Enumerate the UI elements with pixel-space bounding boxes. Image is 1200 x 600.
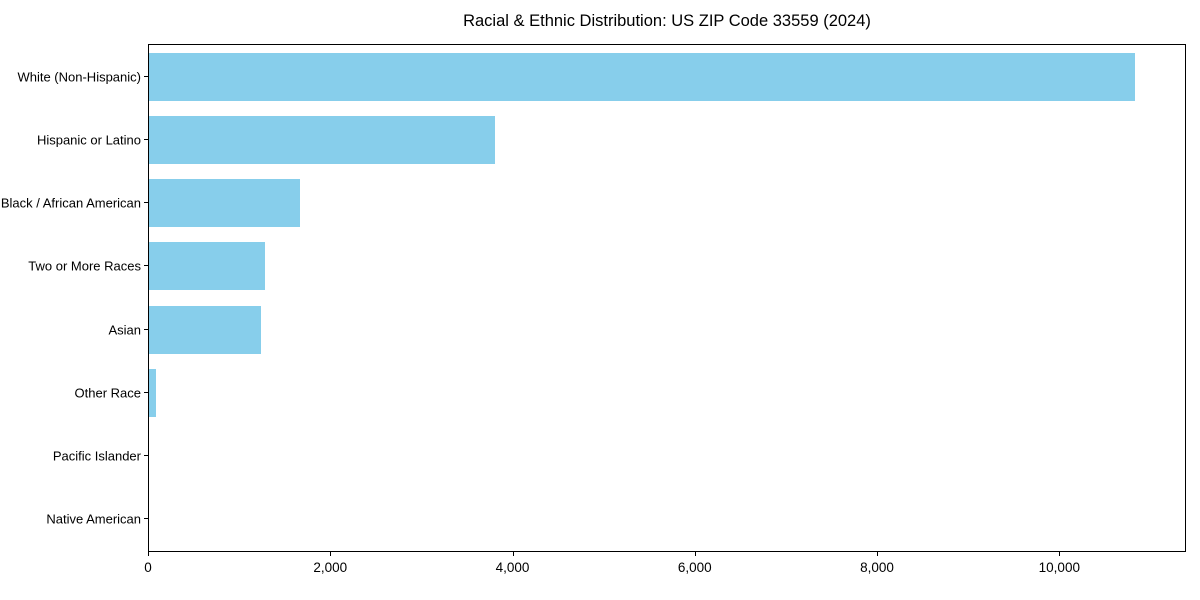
x-tick-label: 4,000: [495, 560, 530, 575]
y-tick-mark: [144, 75, 148, 77]
y-tick-label: Native American: [46, 511, 141, 527]
x-tick-mark: [877, 552, 879, 556]
x-axis: 0 2,000 4,000 6,000 8,000 10,000: [144, 552, 1186, 588]
y-axis: White (Non-Hispanic) Hispanic or Latino Bl…: [0, 44, 141, 552]
y-axis-ticks: [0, 44, 148, 552]
x-tick-label: 8,000: [860, 560, 894, 575]
y-tick-mark: [144, 518, 148, 520]
y-tick-label: Other Race: [74, 385, 141, 401]
x-tick-label: 0: [144, 560, 152, 575]
y-tick-label: Hispanic or Latino: [36, 132, 141, 148]
x-tick-mark: [512, 552, 514, 556]
y-tick-mark: [144, 202, 148, 204]
x-tick-label: 2,000: [313, 560, 348, 575]
x-tick-label: 10,000: [1038, 560, 1080, 575]
plot-area: [148, 44, 1186, 552]
x-tick-mark: [148, 552, 149, 556]
x-tick-mark: [694, 552, 696, 556]
bar: [149, 242, 266, 291]
x-tick-mark: [330, 552, 332, 556]
y-tick-mark: [144, 138, 148, 140]
y-tick-label: Black / African American: [0, 195, 141, 211]
x-tick-label: 6,000: [677, 560, 712, 575]
bar: [149, 52, 1136, 101]
y-tick-label: Two or More Races: [28, 258, 141, 274]
bar: [149, 305, 261, 354]
x-tick-mark: [1059, 552, 1061, 556]
y-tick-mark: [144, 265, 148, 267]
y-tick-mark: [144, 391, 148, 393]
y-tick-mark: [144, 328, 148, 330]
y-tick-mark: [144, 455, 148, 457]
y-tick-label: Asian: [108, 322, 141, 338]
bar: [149, 115, 495, 164]
y-tick-label: White (Non-Hispanic): [17, 69, 141, 85]
bar: [149, 368, 156, 417]
bar: [149, 179, 300, 228]
y-tick-label: Pacific Islander: [52, 448, 141, 464]
chart-title: Racial & Ethnic Distribution: US ZIP Cod…: [463, 12, 871, 30]
